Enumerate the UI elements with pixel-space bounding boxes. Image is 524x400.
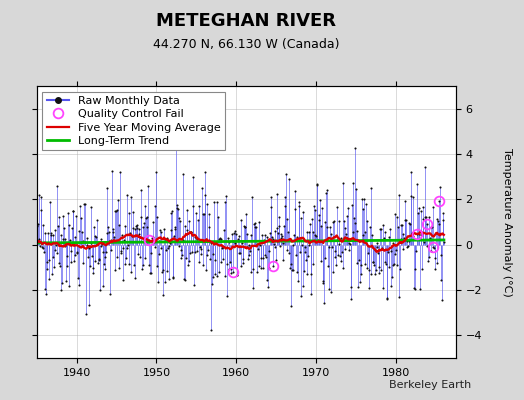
Text: METEGHAN RIVER: METEGHAN RIVER: [156, 12, 336, 30]
Legend: Raw Monthly Data, Quality Control Fail, Five Year Moving Average, Long-Term Tren: Raw Monthly Data, Quality Control Fail, …: [42, 92, 225, 150]
Text: Berkeley Earth: Berkeley Earth: [389, 380, 472, 390]
Text: 44.270 N, 66.130 W (Canada): 44.270 N, 66.130 W (Canada): [153, 38, 340, 51]
Y-axis label: Temperature Anomaly (°C): Temperature Anomaly (°C): [501, 148, 511, 296]
